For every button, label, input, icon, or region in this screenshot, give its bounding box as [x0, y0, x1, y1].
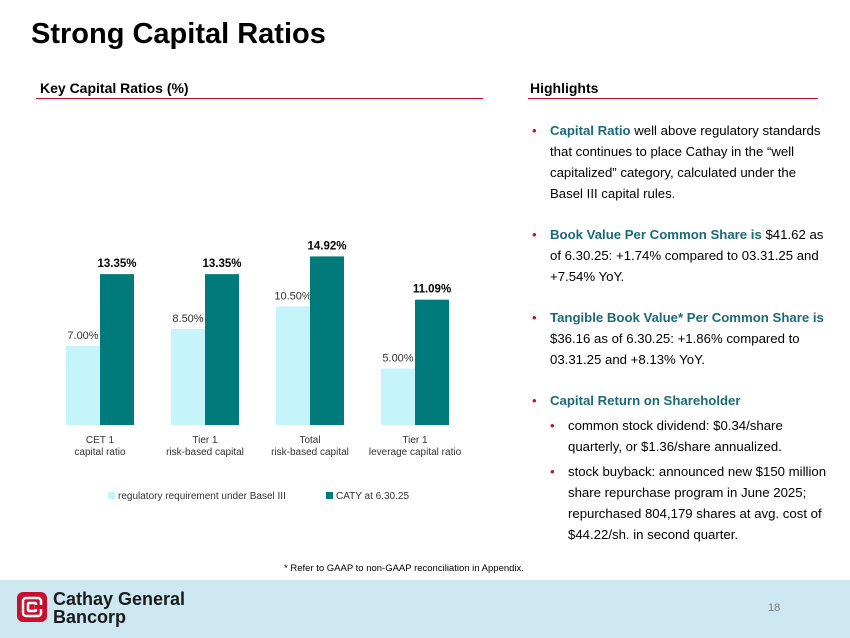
- category-label: Tier 1: [192, 435, 218, 446]
- highlight-subitem: • stock buyback: announced new $150 milli…: [550, 461, 832, 545]
- chart-heading-rule: [36, 98, 483, 99]
- highlights-list: • Capital Ratio well above regulatory sta…: [532, 120, 832, 565]
- category-label: risk-based capital: [166, 447, 244, 458]
- highlight-subitem: • common stock dividend: $0.34/share quar…: [550, 415, 832, 457]
- bar-regulatory-3: [381, 368, 415, 425]
- data-label: 13.35%: [97, 258, 136, 270]
- legend-swatch-0: [108, 492, 115, 499]
- bullet-icon: •: [550, 464, 555, 479]
- highlight-item: • Book Value Per Common Share is $41.62 a…: [532, 224, 832, 287]
- highlights-heading-rule: [528, 98, 818, 99]
- data-label: 10.50%: [274, 290, 312, 302]
- highlight-lead: Book Value Per Common Share is: [550, 227, 762, 242]
- highlight-item: • Tangible Book Value* Per Common Share i…: [532, 307, 832, 370]
- data-label: 8.50%: [172, 313, 203, 325]
- data-label: 13.35%: [202, 258, 241, 270]
- bullet-icon: •: [532, 123, 537, 138]
- company-logo-text: Cathay General Bancorp: [53, 589, 186, 627]
- legend-swatch-1: [326, 492, 333, 499]
- highlight-subtext: common stock dividend: $0.34/share quart…: [568, 418, 783, 454]
- bar-regulatory-1: [171, 328, 205, 425]
- highlight-lead: Capital Ratio: [550, 123, 631, 138]
- legend-label: CATY at 6.30.25: [336, 491, 409, 502]
- bullet-icon: •: [532, 310, 537, 325]
- bullet-icon: •: [532, 393, 537, 408]
- highlight-lead: Capital Return on Shareholder: [550, 393, 741, 408]
- data-label: 14.92%: [307, 240, 346, 252]
- category-label: Tier 1: [402, 435, 428, 446]
- bar-regulatory-0: [66, 345, 100, 425]
- bar-caty-0: [100, 274, 134, 425]
- bar-caty-1: [205, 274, 239, 425]
- category-label: risk-based capital: [271, 447, 349, 458]
- highlight-item: • Capital Ratio well above regulatory sta…: [532, 120, 832, 204]
- highlight-lead: Tangible Book Value* Per Common Share is: [550, 310, 824, 325]
- cathay-logo-icon: [17, 592, 47, 622]
- data-label: 7.00%: [67, 330, 98, 342]
- page-title: Strong Capital Ratios: [31, 18, 326, 50]
- category-label: CET 1: [86, 435, 115, 446]
- data-label: 5.00%: [382, 353, 413, 365]
- bullet-icon: •: [532, 227, 537, 242]
- highlight-text: $41.62 as of 6.30.25: +1.74% compared to…: [550, 227, 824, 284]
- highlight-subtext: stock buyback: announced new $150 millio…: [568, 464, 827, 542]
- highlight-text: $36.16 as of 6.30.25: +1.86% compared to…: [550, 331, 800, 367]
- bullet-icon: •: [550, 418, 555, 433]
- chart-heading: Key Capital Ratios (%): [40, 80, 189, 96]
- footnote: * Refer to GAAP to non-GAAP reconciliati…: [284, 563, 524, 574]
- footer-bar: Cathay General Bancorp 18: [0, 580, 850, 638]
- highlight-item: • Capital Return on Shareholder • common st…: [532, 390, 832, 545]
- bar-caty-2: [310, 256, 344, 425]
- page-number: 18: [768, 602, 781, 614]
- category-label: Total: [299, 435, 320, 446]
- category-label: leverage capital ratio: [369, 447, 462, 458]
- highlights-heading: Highlights: [530, 80, 599, 96]
- bar-regulatory-2: [276, 306, 310, 425]
- highlight-text: well above regulatory standards that con…: [550, 123, 821, 201]
- bar-caty-3: [415, 299, 449, 425]
- category-label: capital ratio: [74, 447, 126, 458]
- legend-label: regulatory requirement under Basel III: [118, 491, 286, 502]
- data-label: 11.09%: [413, 284, 451, 296]
